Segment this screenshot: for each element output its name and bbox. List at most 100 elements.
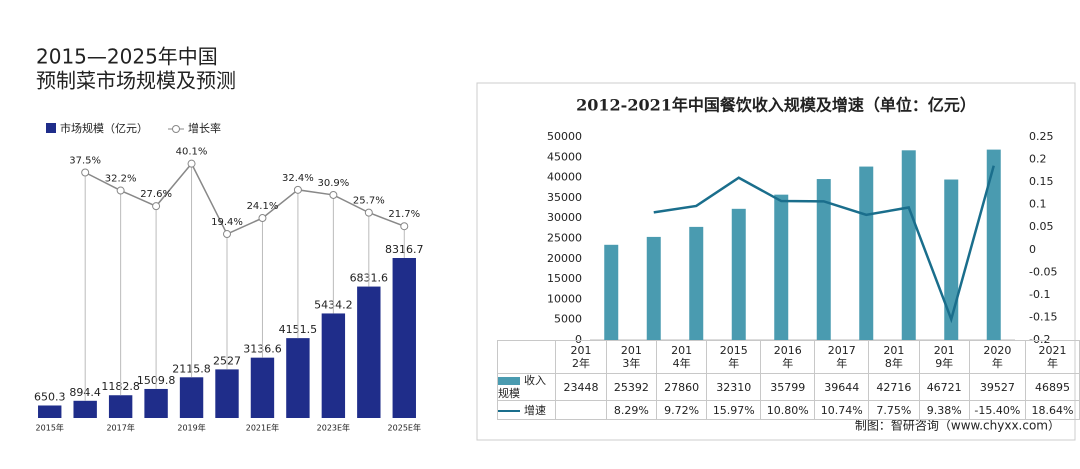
y2-tick-label: -0.15 [1029,310,1057,323]
cell-text: 2020年 [983,344,1012,370]
table-cell: 15.97% [706,400,762,420]
table-cell: 2015年 [706,340,762,374]
table-cell: 2014年 [655,340,708,374]
y-tick-label: 30000 [547,211,582,224]
bar [604,244,619,340]
x-tick-label: 2017年 [106,423,134,433]
table-cell: 2013年 [605,340,658,374]
y-tick-label: 35000 [547,191,582,204]
bar [689,226,704,340]
chart-title: 2015—2025年中国 [36,45,218,69]
bar [944,179,959,340]
table-cell: 收入规模 [496,373,557,401]
y2-tick-label: 0.1 [1029,198,1047,211]
data-label: 30.9% [317,178,349,189]
bar [392,258,416,418]
bar [816,179,831,340]
table-cell: 39644 [814,373,870,401]
table-cell: 2018年 [868,340,920,374]
bar [215,369,239,418]
bar [731,208,746,340]
data-label: 37.5% [69,156,101,167]
growth-line [653,165,995,324]
table-cell: 2016年 [760,340,816,374]
table-row: 增速 8.29% 9.72% 15.97% 10.80% 10.74% 7.75% 9.38%… [496,400,1080,420]
table-cell: 23448 [555,373,607,401]
table-cell: 27860 [655,373,708,401]
growth-point [364,208,373,217]
table-row: 收入规模 23448 25392 27860 32310 35799 39644 42716 4… [496,373,1080,401]
bar [357,286,381,418]
table-cell [555,400,607,420]
data-label: 650.3 [34,390,66,403]
cell-text: 2017年 [827,344,856,370]
bar [321,313,346,418]
cell-text: 39644 [824,380,860,394]
legend-label: 市场规模（亿元） [60,121,148,135]
cell-text: 2013年 [620,344,642,370]
cell-text: 2016年 [773,344,802,370]
table-cell: 增速 [496,400,557,420]
cell-text: 39527 [979,380,1015,394]
growth-line [84,162,405,236]
y-tick-label: 50000 [547,130,582,143]
table-cell: 9.38% [918,400,970,420]
cell-text: 2015年 [719,344,748,370]
bar [646,236,661,340]
y2-tick-label: 0.25 [1029,130,1054,143]
y2-tick-label: 0.2 [1029,153,1047,166]
table-cell: 42716 [868,373,920,401]
y-tick-label: 25000 [547,232,582,245]
chart-frame [476,82,1076,441]
table-row: 2012年 2013年 2014年 2015年 2016年 2017年 2018年 2019年… [496,340,1080,374]
table-cell: 2020年 [968,340,1026,374]
data-label: 40.1% [176,147,208,158]
cell-text: 2014年 [671,344,693,370]
y-tick-label: 10000 [547,292,582,305]
y-tick-label: 15000 [547,272,582,285]
data-label: 32.4% [282,173,314,184]
bar [986,149,1001,340]
cell-text: 8.29% [613,403,649,417]
table-cell: 32310 [706,373,762,401]
cell-text: 2012年 [570,344,592,370]
y-tick-label: 0 [575,333,582,346]
table-cell: 10.80% [760,400,816,420]
table-cell [496,340,557,374]
data-table: 2012年 2013年 2014年 2015年 2016年 2017年 2018年 2019年… [496,340,1080,420]
growth-point [329,190,338,199]
y-tick-label: 20000 [547,252,582,265]
y-tick-label: 40000 [547,171,582,184]
table-cell: 8.29% [605,400,658,420]
table-cell: 2019年 [918,340,970,374]
cell-text: 35799 [770,380,806,394]
y2-tick-label: -0.1 [1029,288,1050,301]
growth-point [293,185,302,194]
growth-point [81,168,90,177]
y2-tick-label: 0 [1029,243,1036,256]
table-cell: 2021年 [1024,340,1080,374]
growth-point [258,214,267,223]
cell-text: 9.72% [664,403,700,417]
legend-label: 增长率 [188,121,221,135]
bar [859,166,874,340]
growth-point [223,230,231,239]
table-cell: 46721 [918,373,970,401]
bar [144,388,168,418]
cell-text: 25392 [613,380,649,394]
table-cell: 7.75% [868,400,920,420]
cell-text: 收入规模 [498,374,546,400]
x-tick-label: 2025E年 [388,423,421,433]
growth-point [152,202,161,211]
growth-point [400,222,409,231]
bar [38,405,62,418]
data-label: 24.1% [247,201,279,212]
x-tick-label: 2019年 [177,423,205,433]
data-label: 32.2% [105,174,137,185]
cell-text: 46721 [926,380,962,394]
cell-text: 42716 [876,380,912,394]
table-cell: 2012年 [555,340,607,374]
cell-text: 2021年 [1038,344,1067,370]
cell-text: 32310 [716,380,752,394]
